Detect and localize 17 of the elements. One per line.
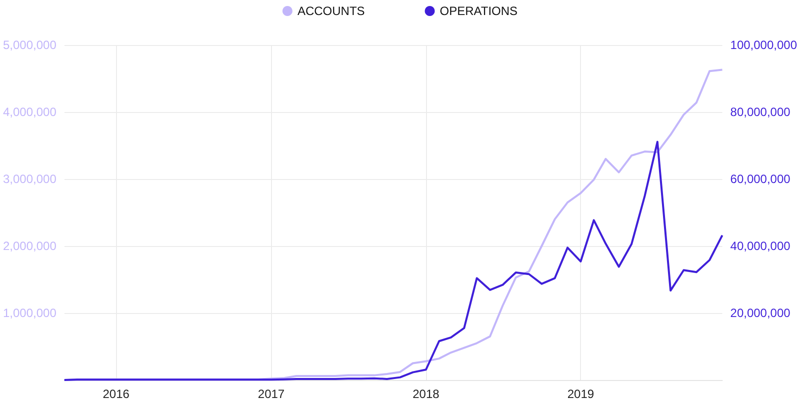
y-tick-label: 3,000,000 [2,172,57,186]
x-tick-label: 2019 [567,387,594,400]
y-tick-label: 2,000,000 [2,239,57,253]
y-tick-label: 5,000,000 [2,38,57,52]
x-tick-label: 2016 [102,387,130,400]
legend-label: OPERATIONS [440,4,518,18]
y-tick-label: 4,000,000 [2,105,57,119]
y2-tick-label: 80,000,000 [730,105,791,119]
y2-tick-label: 60,000,000 [730,172,791,186]
y-tick-label: 1,000,000 [2,306,57,320]
line-series [63,140,724,381]
x-tick-label: 2017 [258,387,285,400]
y2-tick-label: 40,000,000 [730,239,791,253]
y2-tick-label: 100,000,000 [730,38,798,52]
x-tick-label: 2018 [412,387,440,400]
y2-tick-label: 20,000,000 [730,306,791,320]
legend-label: ACCOUNTS [297,4,365,18]
